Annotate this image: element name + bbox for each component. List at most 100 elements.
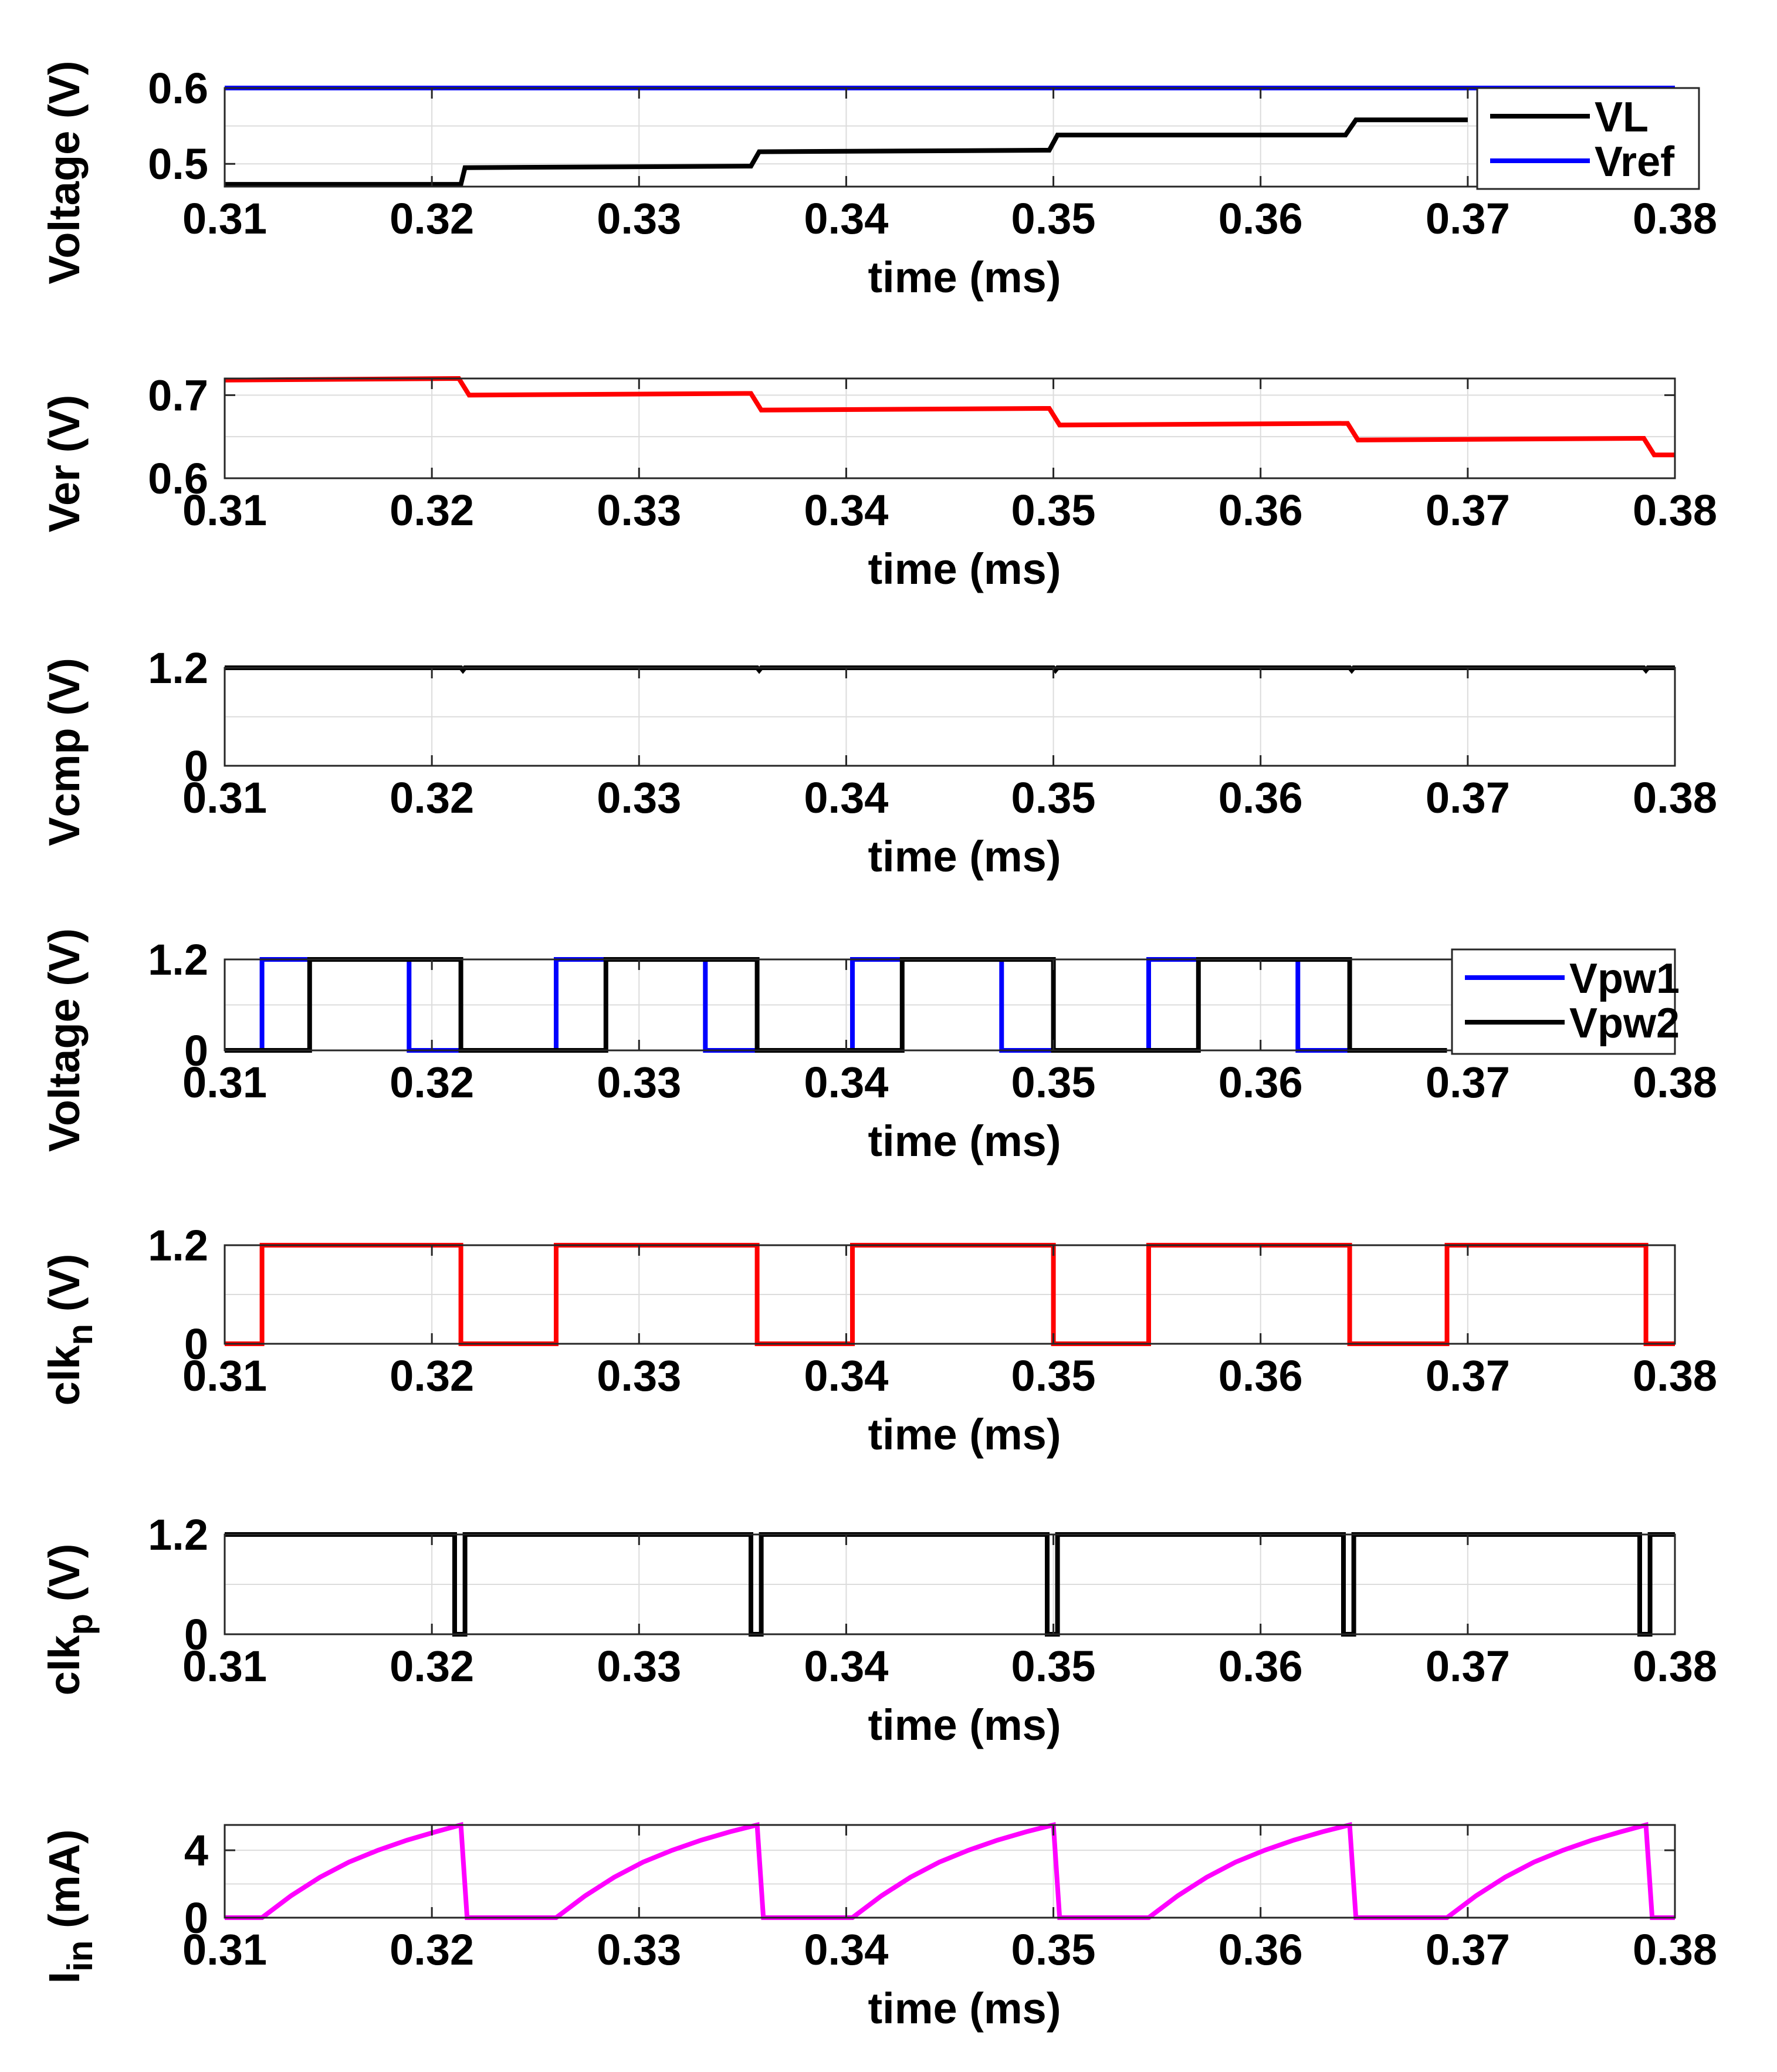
x-tick-label: 0.32: [390, 194, 474, 243]
y-axis-title: clkp (V): [40, 1544, 100, 1696]
plot-area: [225, 88, 1675, 187]
x-tick-label: 0.32: [390, 1351, 474, 1400]
x-tick-label: 0.35: [1011, 1642, 1096, 1691]
plot-frame: [224, 1533, 1676, 1635]
y-tick-label: 0.7: [148, 371, 208, 420]
plot-area: [225, 1825, 1675, 1918]
x-tick-label: 0.34: [804, 194, 888, 243]
x-tick-label: 0.35: [1011, 1925, 1096, 1974]
plot-frame: [224, 377, 1676, 479]
x-tick-label: 0.37: [1426, 486, 1510, 535]
y-axis-title-base: clk: [40, 1345, 89, 1406]
y-axis-title-unit: (mA): [40, 1830, 89, 1941]
x-tick-label: 0.37: [1426, 194, 1510, 243]
x-tick-label: 0.36: [1218, 1642, 1303, 1691]
legend-label-vpw2: Vpw2: [1569, 1000, 1680, 1047]
x-tick-label: 0.36: [1218, 773, 1303, 822]
x-tick-label: 0.35: [1011, 1351, 1096, 1400]
x-tick-label: 0.32: [390, 1058, 474, 1107]
y-axis-title-subscript: in: [60, 1941, 100, 1972]
x-tick-label: 0.35: [1011, 486, 1096, 535]
y-axis-title-subscript: p: [60, 1614, 100, 1635]
y-tick-label: 0: [184, 1320, 208, 1368]
x-tick-label: 0.34: [804, 486, 888, 535]
x-tick-label: 0.36: [1218, 486, 1303, 535]
x-tick-label: 0.31: [182, 1642, 267, 1691]
x-tick-label: 0.33: [597, 194, 681, 243]
x-axis-title: time (ms): [868, 1410, 1061, 1459]
plot-area: [225, 378, 1675, 478]
y-tick-label: 0: [184, 742, 208, 790]
x-tick-label: 0.31: [182, 1058, 267, 1107]
plot-frame: [224, 1824, 1676, 1919]
chart-panel-1: 0.31 0.32 0.33 0.34 0.35 0.36 0.37 0.38 0.5 0.6 ti…: [40, 61, 1717, 302]
y-tick-label: 0: [184, 1610, 208, 1659]
x-tick-label: 0.36: [1218, 194, 1303, 243]
x-tick-label: 0.37: [1426, 1351, 1510, 1400]
x-axis-title: time (ms): [868, 253, 1061, 302]
y-axis-title: Vcmp (V): [40, 658, 89, 846]
x-tick-label: 0.31: [182, 486, 267, 535]
y-tick-label: 0.6: [148, 454, 208, 503]
legend-label-vref: Vref: [1595, 138, 1675, 185]
x-tick-label: 0.32: [390, 486, 474, 535]
chart-panel-4: 0.31 0.32 0.33 0.34 0.35 0.36 0.37 0.38 0 1.2 time…: [40, 928, 1717, 1165]
y-tick-label: 0: [184, 1026, 208, 1075]
y-axis-title: Voltage (V): [40, 61, 89, 285]
y-tick-label: 4: [184, 1826, 208, 1875]
y-tick-label: 0.5: [148, 140, 208, 188]
chart-panel-5: 0.31 0.32 0.33 0.34 0.35 0.36 0.37 0.38 0 1.2 time…: [40, 1221, 1717, 1459]
x-tick-label: 0.38: [1633, 1351, 1717, 1400]
x-tick-label: 0.32: [390, 1642, 474, 1691]
x-tick-label: 0.38: [1633, 773, 1717, 822]
x-axis-title: time (ms): [868, 1984, 1061, 2033]
y-axis-title: Voltage (V): [40, 928, 89, 1152]
x-tick-label: 0.32: [390, 1925, 474, 1974]
series-line-vl: [225, 117, 1468, 187]
y-axis-title: Iin (mA): [40, 1830, 100, 1984]
x-tick-label: 0.37: [1426, 1642, 1510, 1691]
x-tick-label: 0.31: [182, 773, 267, 822]
grid: [224, 668, 1676, 766]
x-tick-label: 0.37: [1426, 773, 1510, 822]
y-tick-label: 1.2: [148, 1221, 208, 1270]
x-tick-label: 0.38: [1633, 1058, 1717, 1107]
x-tick-label: 0.37: [1426, 1925, 1510, 1974]
x-tick-label: 0.31: [182, 1925, 267, 1974]
chart-panel-2: 0.31 0.32 0.33 0.34 0.35 0.36 0.37 0.38 0.6 0.7 ti…: [40, 371, 1717, 593]
x-tick-label: 0.36: [1218, 1351, 1303, 1400]
x-tick-label: 0.36: [1218, 1058, 1303, 1107]
x-tick-label: 0.35: [1011, 773, 1096, 822]
chart-panel-3: 0.31 0.32 0.33 0.34 0.35 0.36 0.37 0.38 0 1.2 time…: [40, 644, 1717, 881]
y-axis-title-unit: (V): [40, 1254, 89, 1324]
series-line-ver: [224, 376, 1675, 458]
series-line-iin: [225, 1821, 1675, 1920]
x-tick-label: 0.31: [182, 1351, 267, 1400]
chart-panel-7: 0.31 0.32 0.33 0.34 0.35 0.36 0.37 0.38 0 4 time (…: [40, 1821, 1717, 2033]
x-axis-title: time (ms): [868, 1117, 1061, 1165]
y-tick-label: 0: [184, 1894, 208, 1942]
x-tick-label: 0.33: [597, 1925, 681, 1974]
x-tick-label: 0.33: [597, 486, 681, 535]
legend-box: [1451, 948, 1676, 1055]
x-axis-title: time (ms): [868, 1701, 1061, 1749]
legend-label-vl: VL: [1595, 94, 1649, 141]
x-tick-label: 0.34: [804, 1351, 888, 1400]
x-axis-title: time (ms): [868, 545, 1061, 593]
x-tick-label: 0.38: [1633, 486, 1717, 535]
plot-frame: [224, 1244, 1676, 1345]
x-tick-label: 0.38: [1633, 1642, 1717, 1691]
y-tick-label: 1.2: [148, 644, 208, 692]
y-tick-label: 1.2: [148, 1510, 208, 1559]
x-tick-label: 0.35: [1011, 1058, 1096, 1107]
x-tick-label: 0.36: [1218, 1925, 1303, 1974]
x-tick-label: 0.33: [597, 1351, 681, 1400]
chart-panel-6: 0.31 0.32 0.33 0.34 0.35 0.36 0.37 0.38 0 1.2 time…: [40, 1510, 1717, 1749]
x-tick-label: 0.34: [804, 1642, 888, 1691]
x-tick-label: 0.33: [597, 1058, 681, 1107]
x-tick-label: 0.34: [804, 1058, 888, 1107]
y-axis-title-subscript: n: [60, 1324, 100, 1346]
